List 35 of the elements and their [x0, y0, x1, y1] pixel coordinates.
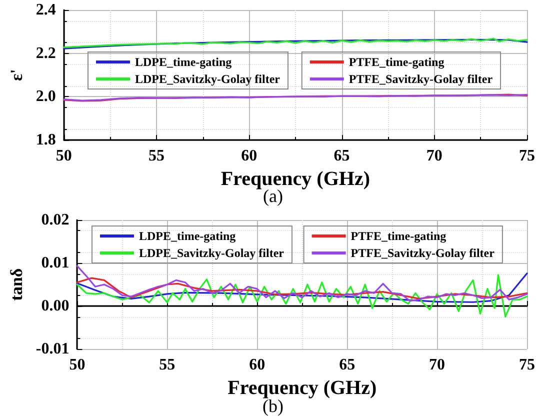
y-tick-label: 2.4	[36, 2, 56, 18]
x-tick-label: 75	[519, 356, 535, 374]
legend-label: PTFE_Savitzky-Golay filter	[350, 246, 496, 260]
legend-label: LDPE_Savitzky-Golay filter	[135, 72, 281, 86]
x-tick-label: 50	[69, 356, 86, 374]
legend-label: LDPE_time-gating	[135, 55, 232, 69]
x-tick-label: 70	[429, 356, 446, 374]
x-tick-label: 55	[159, 356, 176, 374]
y-tick-label: 2.0	[36, 88, 56, 106]
x-axis-title: Frequency (GHz)	[228, 376, 377, 399]
x-tick-label: 60	[249, 356, 266, 374]
x-tick-label: 50	[56, 148, 72, 164]
y-tick-label: 0.00	[41, 298, 70, 314]
legend-label: LDPE_Savitzky-Golay filter	[139, 246, 285, 260]
x-tick-label: 75	[519, 148, 535, 164]
x-tick-label: 60	[241, 148, 258, 164]
legend-label: PTFE_time-gating	[350, 229, 446, 243]
y-tick-label: -0.01	[36, 340, 70, 358]
legend-label: PTFE_time-gating	[348, 55, 444, 69]
line-series	[76, 265, 528, 302]
line-series	[76, 272, 528, 303]
line-series	[76, 274, 528, 318]
legend-label: LDPE_time-gating	[139, 229, 236, 243]
y-axis-title: ε'	[7, 69, 26, 81]
line-series	[76, 277, 528, 300]
legend-label: PTFE_Savitzky-Golay filter	[348, 72, 494, 86]
x-tick-label: 65	[334, 148, 350, 164]
y-tick-label: 2.2	[36, 44, 56, 62]
x-tick-label: 65	[339, 356, 356, 374]
y-axis-title: tanδ	[7, 268, 26, 301]
x-tick-label: 70	[426, 148, 442, 164]
y-tick-label: 1.8	[36, 132, 56, 148]
y-tick-label: 0.01	[41, 254, 70, 272]
x-tick-label: 55	[148, 148, 165, 164]
y-tick-label: 0.02	[41, 212, 70, 228]
